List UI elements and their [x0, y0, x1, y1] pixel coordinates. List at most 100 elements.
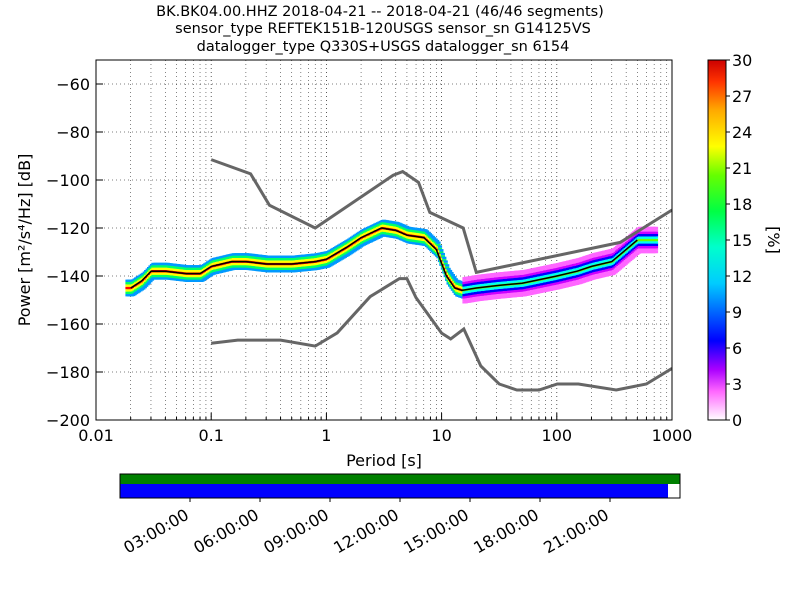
psd-heatmap: [125, 219, 659, 304]
x-tick-label: 0.1: [198, 426, 223, 445]
heatmap-cell: [443, 262, 448, 266]
y-tick-label: −200: [46, 411, 90, 430]
heatmap-cell: [424, 230, 430, 233]
heatmap-cell: [443, 260, 448, 263]
heatmap-cell: [445, 264, 450, 267]
heatmap-cell: [435, 239, 440, 243]
psd-curves: [130, 158, 672, 392]
heatmap-cell: [147, 281, 152, 284]
plot-grid: [96, 60, 672, 420]
colorbar-tick-label: 21: [732, 159, 752, 178]
coverage-axis: 03:00:0006:00:0009:00:0012:00:0015:00:00…: [120, 498, 612, 557]
heatmap-cell: [619, 266, 624, 269]
coverage-tick-label: 09:00:00: [260, 505, 332, 557]
heatmap-cell: [427, 233, 432, 236]
heatmap-cell: [617, 267, 623, 270]
heatmap-cell: [439, 249, 444, 252]
heatmap-cell: [442, 256, 447, 260]
heatmap-cell: [426, 231, 431, 235]
colorbar-tick-label: 3: [732, 375, 742, 394]
heatmap-cell: [629, 257, 634, 260]
heatmap-cell: [145, 282, 150, 286]
heatmap-cell: [437, 245, 443, 248]
x-tick-label: 0.01: [78, 426, 114, 445]
colorbar-tick-label: 24: [732, 123, 752, 142]
plot-frame: [95, 59, 673, 421]
nhnm-line: [210, 158, 672, 275]
y-tick-label: −80: [56, 123, 90, 142]
heatmap-cell: [615, 269, 620, 273]
title-line-3: datalogger_type Q330S+USGS datalogger_sn…: [197, 39, 570, 55]
heatmap-cell: [653, 248, 659, 251]
heatmap-cell: [653, 241, 659, 244]
heatmap-cell: [432, 237, 437, 240]
colorbar-axis: 0 3 6 9 12 15 18 21 24 27 30: [726, 51, 752, 430]
colorbar: [707, 59, 727, 421]
heatmap-cell: [437, 247, 443, 251]
heatmap-cell: [653, 246, 659, 249]
x-tick-label: 10: [431, 426, 451, 445]
y-tick-label: −100: [46, 171, 90, 190]
y-tick-label: −180: [46, 363, 90, 382]
heatmap-cell: [144, 284, 149, 287]
colorbar-tick-label: 30: [732, 51, 752, 70]
heatmap-cell: [142, 285, 147, 289]
heatmap-cell: [440, 252, 445, 256]
heatmap-cell: [439, 251, 444, 254]
coverage-tick-label: 03:00:00: [120, 505, 192, 557]
heatmap-cell: [429, 234, 434, 237]
heatmap-cell: [446, 267, 451, 271]
heatmap-cell: [148, 279, 153, 283]
coverage-tick-label: 21:00:00: [540, 505, 612, 557]
coverage-bar-bottom: [120, 484, 668, 498]
title-line-1: BK.BK04.00.HHZ 2018-04-21 -- 2018-04-21 …: [156, 4, 604, 20]
colorbar-tick-label: 0: [732, 411, 742, 430]
coverage-tick-label: 12:00:00: [330, 505, 402, 557]
y-tick-label: −140: [46, 267, 90, 286]
heatmap-cell: [653, 226, 659, 230]
coverage-tick-label: 06:00:00: [190, 505, 262, 557]
heatmap-cell: [452, 276, 457, 279]
coverage-bar-top: [120, 474, 680, 484]
heatmap-cell: [449, 272, 454, 275]
heatmap-cell: [436, 243, 441, 247]
heatmap-cell: [448, 269, 453, 273]
nlnm-line: [211, 277, 672, 392]
heatmap-cell: [653, 229, 659, 232]
y-axis-label: Power [m²/s⁴/Hz] [dB]: [15, 154, 34, 327]
colorbar-tick-label: 27: [732, 87, 752, 106]
y-axis: −200 −180 −160 −140 −120 −100 −80 −60: [46, 75, 103, 430]
x-axis: 0.01 0.1 1 10 100 1000: [78, 413, 692, 445]
heatmap-cell: [653, 250, 659, 254]
colorbar-label: [%]: [764, 226, 783, 254]
x-axis-label: Period [s]: [346, 451, 422, 470]
x-tick-label: 1: [321, 426, 331, 445]
heatmap-cell: [653, 231, 659, 234]
y-tick-label: −120: [46, 219, 90, 238]
x-tick-label: 100: [542, 426, 573, 445]
colorbar-tick-label: 15: [732, 231, 752, 250]
heatmap-cell: [430, 235, 435, 239]
heatmap-cell: [653, 234, 659, 237]
y-tick-label: −160: [46, 315, 90, 334]
heatmap-cell: [450, 274, 455, 277]
colorbar-tick-label: 12: [732, 267, 752, 286]
heatmap-cell: [442, 259, 447, 262]
heatmap-cell: [141, 287, 146, 290]
title-line-2: sensor_type REFTEK151B-120USGS sensor_sn…: [175, 21, 591, 37]
heatmap-cell: [433, 238, 438, 241]
heatmap-cell: [632, 255, 637, 258]
coverage-tick-label: 15:00:00: [400, 505, 472, 557]
colorbar-tick-label: 6: [732, 339, 742, 358]
colorbar-tick-label: 9: [732, 303, 742, 322]
heatmap-cell: [628, 258, 633, 262]
heatmap-cell: [453, 278, 458, 281]
heatmap-cell: [653, 243, 659, 246]
coverage-tick-label: 18:00:00: [470, 505, 542, 557]
heatmap-cell: [623, 262, 628, 265]
colorbar-tick-label: 18: [732, 195, 752, 214]
heatmap-cell: [440, 255, 445, 258]
heatmap-cell: [635, 252, 640, 255]
